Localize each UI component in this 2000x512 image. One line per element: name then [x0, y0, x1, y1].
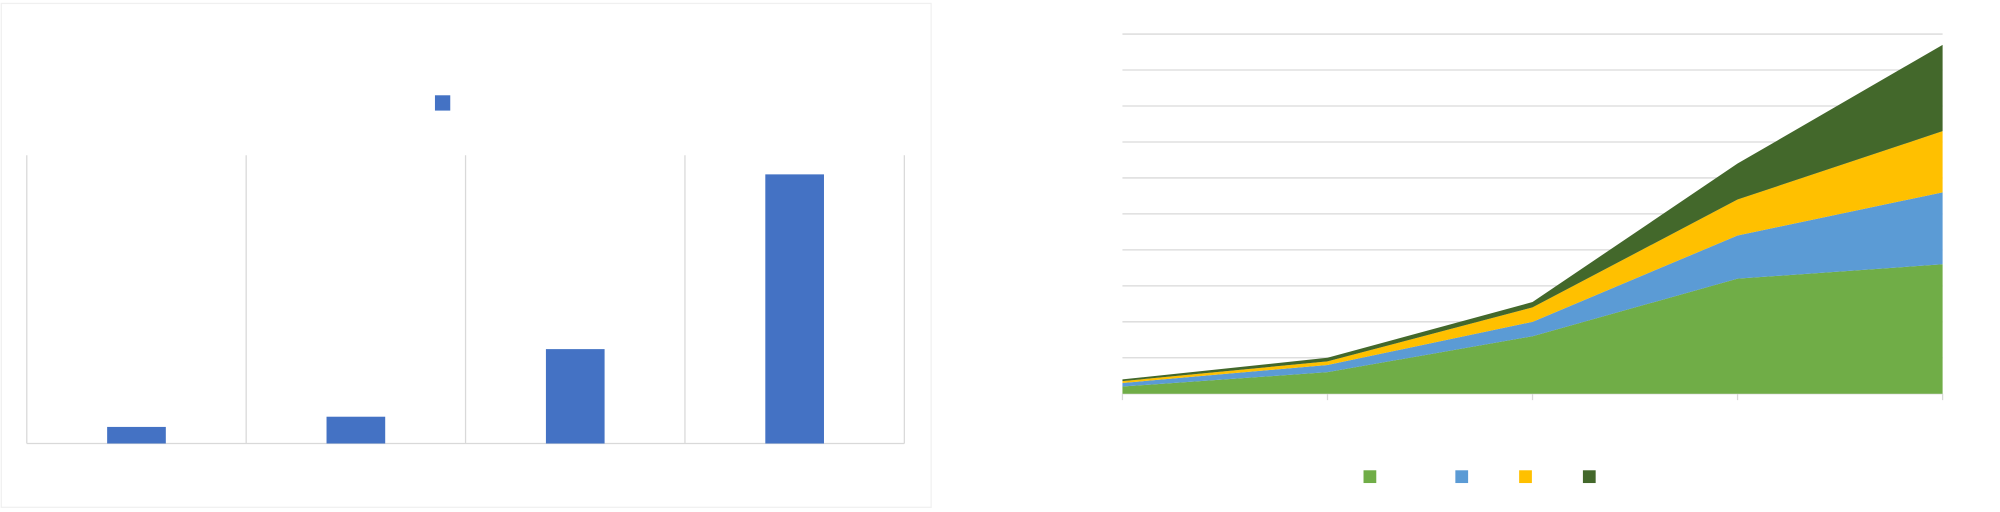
legend-marker: [1455, 470, 1469, 484]
legend-marker: [1582, 470, 1596, 484]
bar: [765, 174, 824, 444]
legend-marker: [1363, 470, 1377, 484]
bar: [107, 426, 166, 444]
area: [1122, 264, 1943, 394]
legend-marker: [434, 95, 451, 111]
bar: [326, 416, 386, 444]
legend-marker: [1519, 470, 1532, 484]
bar: [545, 349, 605, 444]
area: [1122, 192, 1943, 387]
